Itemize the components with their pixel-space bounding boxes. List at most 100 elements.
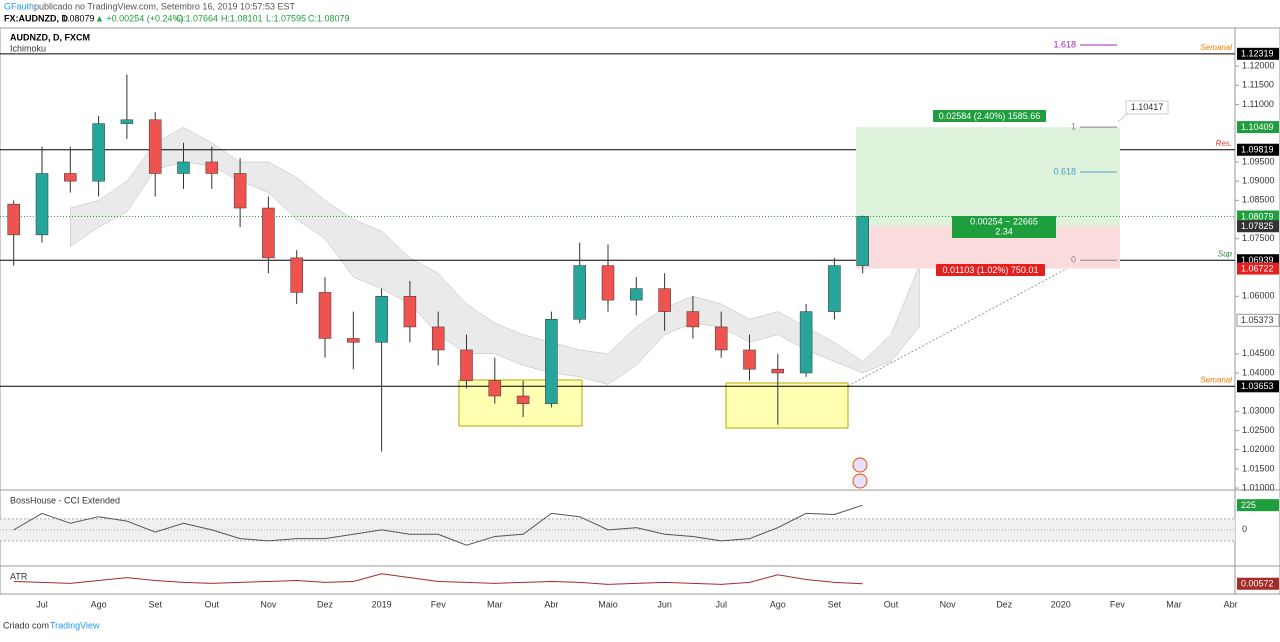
x-tick-label: Out [205,599,220,609]
atr-line [13,573,863,585]
candle-body [799,311,813,374]
y-tick-label: 1.02500 [1242,425,1275,435]
y-tick-label: 1.02000 [1242,444,1275,454]
candle-body [120,119,134,124]
x-tick-label: Mar [1166,599,1182,609]
x-tick-label: Abr [544,599,558,609]
fib-connector [1117,112,1129,123]
legend-symbol: AUDNZD, D, FXCM [10,32,90,42]
candle-body [375,296,388,343]
ohlc-open: O:1.07664 [176,13,218,23]
candle-body [545,319,558,404]
y-tick-label: 1.09500 [1242,156,1275,166]
candle-body [148,119,162,174]
x-tick-label: Nov [940,599,957,609]
frame [0,27,1280,595]
price-tag-label: 1.06939 [1241,255,1274,265]
x-tick-label: Ago [770,599,786,609]
price-tag [1236,313,1280,327]
target-label: 0.02584 (2.40%) 1585.66 [939,111,1041,121]
candle-body [658,288,671,312]
x-tick-label: 2019 [372,599,392,609]
ohlc-high: H:1.08101 [221,13,263,23]
y-tick-label: 1.07500 [1242,233,1275,243]
price-tag-label: 1.10409 [1241,122,1274,132]
candle-body [290,257,303,293]
price-tag-label: 1.12319 [1241,49,1274,59]
y-tick-label: 1.08500 [1242,195,1275,205]
x-tick-label: Fev [431,599,447,609]
ohlc-close: C:1.08079 [308,13,350,23]
x-tick-label: Set [148,599,162,609]
x-tick-label: 2020 [1051,599,1071,609]
x-tick-label: Nov [260,599,277,609]
stop-label-box [936,264,1045,276]
x-tick-label: Ago [91,599,107,609]
price-tag [1237,47,1279,60]
price-tag-label: 1.09819 [1241,145,1274,155]
fib-label: 0 [1071,255,1076,265]
y-tick-label: 1.06000 [1242,291,1275,301]
target-zone [856,127,1120,227]
y-tick-label: 1.03000 [1242,406,1275,416]
candle-body [460,349,473,381]
price-tag-label: 1.03653 [1241,381,1274,391]
cci-band [0,518,1235,541]
cci-tag [1237,499,1279,512]
fib-box [1125,100,1169,115]
zone [725,382,849,429]
level-label: Semanal [1200,43,1232,52]
candle-body [828,265,841,312]
candle-body [347,338,360,343]
fib-label: 0.618 [1053,166,1076,176]
author: GFauth [4,1,34,11]
y-tick-label: 1.11500 [1242,80,1274,90]
published: publicado no TradingView.com, Setembro 1… [34,1,296,11]
candle-body [714,326,728,351]
entry-label: 0.00254 ~ 22665 [970,216,1038,226]
candle-body [318,292,332,339]
candle-body [64,173,77,182]
fib-value: 1.10417 [1131,102,1164,112]
candle-body [233,173,247,209]
price-tag [1237,210,1279,223]
level-label: Sup [1218,249,1233,258]
price-tag-label: 1.05373 [1241,315,1274,325]
candle-body [686,311,700,328]
y-tick-label: 1.04000 [1242,367,1275,377]
stop-label: 0.01103 (1.02%) 750.01 [943,265,1039,275]
price-tag [1237,121,1279,134]
level-label: Res. [1216,139,1232,148]
candle-body [743,349,756,370]
y-tick-label: 1.12000 [1242,60,1275,70]
x-tick-label: Dez [317,599,334,609]
candle-body [573,265,586,320]
price-tag [1237,220,1279,233]
x-tick-label: Jul [715,599,727,609]
price: 1.08079 [62,13,95,23]
event-icon [852,457,868,473]
candle-body [630,288,643,301]
price-tag [1237,143,1279,156]
candle-body [403,296,417,328]
x-tick-label: Out [884,599,899,609]
y-tick-label: 1.01500 [1242,463,1275,473]
footer-brand: TradingView [50,620,100,630]
x-tick-label: Maio [598,599,618,609]
price-tag [1237,380,1279,393]
candle-body [856,216,869,266]
y-tick-label: 1.01000 [1242,482,1275,492]
price-tag [1237,262,1279,275]
change: ▲ +0.00254 (+0.24%) [95,13,183,23]
entry-box [952,216,1056,238]
legend-indicator: Ichimoku [10,43,46,53]
candle-body [7,203,20,236]
x-tick-label: Fev [1110,599,1126,609]
x-tick-label: Dez [996,599,1013,609]
candle-body [601,265,615,301]
symbol: FX:AUDNZD, D [4,13,68,23]
x-tick-label: Abr [1224,599,1238,609]
y-tick-label: 1.04500 [1242,348,1275,358]
candle-body [205,161,219,174]
